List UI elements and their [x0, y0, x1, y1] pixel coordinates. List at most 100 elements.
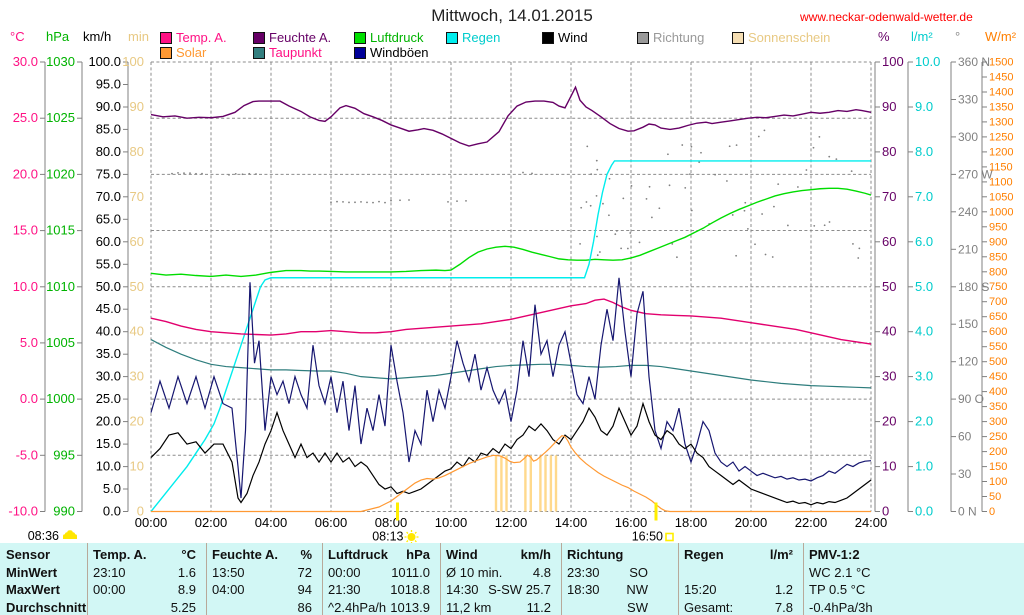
svg-text:0.0: 0.0 [20, 391, 38, 406]
svg-text:30.0: 30.0 [96, 369, 121, 384]
svg-text:850: 850 [989, 251, 1007, 263]
svg-text:6.0: 6.0 [915, 234, 933, 249]
svg-text:55.0: 55.0 [96, 256, 121, 271]
svg-text:150: 150 [958, 317, 978, 331]
svg-text:40.0: 40.0 [96, 324, 121, 339]
svg-text:1025: 1025 [46, 110, 75, 125]
svg-text:750: 750 [989, 281, 1007, 293]
svg-text:210: 210 [958, 242, 978, 256]
svg-text:5.0: 5.0 [915, 279, 933, 294]
svg-text:25.0: 25.0 [13, 110, 38, 125]
svg-text:500: 500 [989, 356, 1007, 368]
svg-text:900: 900 [989, 236, 1007, 248]
svg-text:10:00: 10:00 [435, 515, 468, 530]
svg-text:-10.0: -10.0 [8, 504, 38, 519]
svg-text:12:00: 12:00 [495, 515, 528, 530]
svg-text:10.0: 10.0 [96, 459, 121, 474]
svg-text:250: 250 [989, 431, 1007, 443]
svg-text:1400: 1400 [989, 87, 1013, 99]
svg-text:50.0: 50.0 [96, 279, 121, 294]
svg-text:150: 150 [989, 461, 1007, 473]
svg-text:14:00: 14:00 [555, 515, 588, 530]
svg-text:08:13: 08:13 [372, 530, 403, 544]
svg-text:60.0: 60.0 [96, 234, 121, 249]
svg-text:0.0: 0.0 [915, 504, 933, 519]
svg-text:2.0: 2.0 [915, 414, 933, 429]
svg-text:995: 995 [53, 447, 75, 462]
svg-text:16:00: 16:00 [615, 515, 648, 530]
svg-text:85.0: 85.0 [96, 121, 121, 136]
svg-text:9.0: 9.0 [915, 99, 933, 114]
svg-text:35.0: 35.0 [96, 346, 121, 361]
svg-text:15.0: 15.0 [96, 436, 121, 451]
svg-text:400: 400 [989, 386, 1007, 398]
svg-text:50: 50 [989, 491, 1001, 503]
svg-text:20.0: 20.0 [96, 414, 121, 429]
svg-text:1000: 1000 [989, 206, 1013, 218]
svg-text:100.0: 100.0 [88, 54, 121, 69]
svg-text:3.0: 3.0 [915, 369, 933, 384]
svg-text:5.0: 5.0 [20, 335, 38, 350]
svg-text:20: 20 [130, 414, 144, 429]
svg-text:04:00: 04:00 [255, 515, 288, 530]
svg-text:100: 100 [122, 54, 144, 69]
svg-text:50: 50 [882, 279, 896, 294]
svg-text:600: 600 [989, 326, 1007, 338]
svg-text:70: 70 [882, 189, 896, 204]
svg-text:30: 30 [882, 369, 896, 384]
svg-text:00:00: 00:00 [135, 515, 168, 530]
svg-text:60: 60 [958, 430, 972, 444]
svg-text:20.0: 20.0 [13, 166, 38, 181]
svg-text:30: 30 [130, 369, 144, 384]
svg-text:20: 20 [882, 414, 896, 429]
svg-text:10: 10 [130, 459, 144, 474]
svg-text:1020: 1020 [46, 166, 75, 181]
svg-text:75.0: 75.0 [96, 166, 121, 181]
svg-text:90.0: 90.0 [96, 99, 121, 114]
svg-text:1450: 1450 [989, 72, 1013, 84]
svg-text:08:00: 08:00 [375, 515, 408, 530]
svg-text:1005: 1005 [46, 335, 75, 350]
svg-text:70: 70 [130, 189, 144, 204]
svg-text:240: 240 [958, 205, 978, 219]
svg-text:650: 650 [989, 311, 1007, 323]
svg-text:10.0: 10.0 [915, 54, 940, 69]
svg-text:06:00: 06:00 [315, 515, 348, 530]
svg-text:1350: 1350 [989, 102, 1013, 114]
svg-text:0.0: 0.0 [103, 504, 121, 519]
svg-text:02:00: 02:00 [195, 515, 228, 530]
svg-text:90 O: 90 O [958, 392, 984, 406]
svg-text:1300: 1300 [989, 116, 1013, 128]
svg-text:0: 0 [989, 506, 995, 518]
svg-text:5.0: 5.0 [103, 481, 121, 496]
svg-text:22:00: 22:00 [795, 515, 828, 530]
svg-text:990: 990 [53, 504, 75, 519]
svg-text:330: 330 [958, 93, 978, 107]
svg-text:30: 30 [958, 467, 972, 481]
svg-text:4.0: 4.0 [915, 324, 933, 339]
svg-text:45.0: 45.0 [96, 301, 121, 316]
svg-text:10.0: 10.0 [13, 279, 38, 294]
svg-text:80.0: 80.0 [96, 144, 121, 159]
svg-text:1200: 1200 [989, 146, 1013, 158]
svg-text:18:00: 18:00 [675, 515, 708, 530]
svg-text:60: 60 [882, 234, 896, 249]
svg-text:08:36: 08:36 [28, 529, 59, 543]
svg-text:100: 100 [989, 476, 1007, 488]
svg-text:1500: 1500 [989, 57, 1013, 69]
svg-text:550: 550 [989, 341, 1007, 353]
svg-text:1000: 1000 [46, 391, 75, 406]
svg-text:450: 450 [989, 371, 1007, 383]
svg-text:25.0: 25.0 [96, 391, 121, 406]
svg-text:15.0: 15.0 [13, 223, 38, 238]
svg-text:80: 80 [882, 144, 896, 159]
svg-text:-5.0: -5.0 [16, 447, 38, 462]
svg-text:0 N: 0 N [958, 505, 977, 519]
svg-text:1.0: 1.0 [915, 459, 933, 474]
svg-text:1150: 1150 [989, 161, 1013, 173]
svg-text:90: 90 [882, 99, 896, 114]
svg-text:7.0: 7.0 [915, 189, 933, 204]
svg-text:95.0: 95.0 [96, 77, 121, 92]
svg-text:30.0: 30.0 [13, 54, 38, 69]
svg-text:65.0: 65.0 [96, 211, 121, 226]
